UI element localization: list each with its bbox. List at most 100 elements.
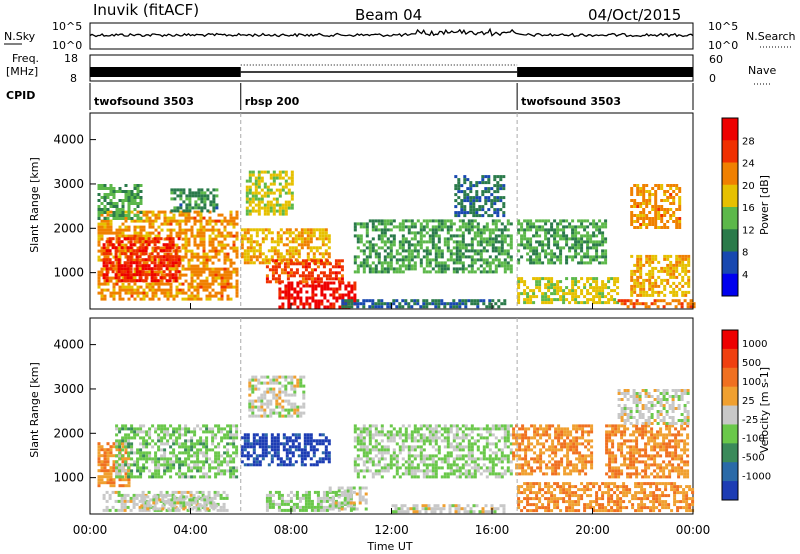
power-cell-1554 [248,179,252,183]
power-cell-2172 [377,258,381,262]
power-cell-1940 [322,274,326,278]
power-cell-36 [100,282,104,286]
power-cell-3359 [636,275,640,279]
velocity-cell-1084 [260,408,264,412]
power-cell-2807 [499,184,503,188]
velocity-cell-245 [148,451,152,455]
power-cell-3169 [568,237,572,241]
power-cell-1879 [286,271,290,275]
velocity-cell-617 [132,502,136,506]
power-cell-2113 [362,225,366,229]
velocity-cell-928 [276,457,280,461]
nave-label: Nave [748,64,776,77]
power-cell-2045 [440,302,444,306]
velocity-cell-223 [142,445,146,449]
nsky-label: N.Sky [4,30,36,43]
power-cell-3523 [630,223,634,226]
power-cell-1717 [287,299,291,303]
power-cell-3448 [666,281,670,285]
power-cell-807 [226,243,230,247]
power-cell-596 [193,222,197,226]
velocity-cell-565 [235,424,239,428]
power-cell-1866 [277,274,281,278]
freq-traces [90,64,693,77]
power-cell-1604 [263,182,267,186]
power-cell-2625 [497,219,501,223]
power-cell-574 [190,225,194,229]
power-cell-102 [112,255,116,259]
power-cell-1269 [194,194,198,198]
power-cell-2992 [607,301,611,305]
power-cell-584 [190,270,194,274]
power-cell-3184 [574,228,578,232]
power-cell-1373 [261,252,265,256]
power-cell-2516 [467,264,471,268]
power-cell-3625 [663,214,667,217]
power-cell-3585 [651,208,655,211]
power-cell-1767 [314,302,318,306]
power-cell-3130 [556,222,560,226]
velocity-cell-1136 [278,402,282,406]
velocity-cell-997 [306,454,310,458]
power-cell-72 [106,246,110,250]
power-cell-1157 [112,205,116,208]
power-cell-893 [108,252,112,256]
power-cell-2712 [463,205,467,209]
power-cell-3536 [636,205,640,208]
power-cell-846 [232,261,236,265]
power-cell-3012 [517,243,521,247]
power-cell-786 [223,228,227,232]
power-cell-148 [118,273,122,277]
power-cell-861 [235,267,239,271]
power-cell-2034 [425,305,429,309]
power-cell-3071 [535,258,539,262]
velocity-cell-623 [138,499,142,503]
power-cell-1255 [185,206,189,210]
power-cell-2197 [383,258,387,262]
velocity-cell-1159 [287,399,291,403]
velocity-cell-1252 [295,496,299,500]
power-cell-108 [112,288,116,292]
power-cell-1130 [103,187,107,190]
power-cell-1256 [185,209,189,213]
velocity-cell-1000 [309,439,313,443]
velocity-cell-690 [186,490,190,494]
power-colorbar-label: Power [dB] [758,175,771,235]
power-cell-2940 [583,283,587,287]
power-cell-1214 [136,187,140,190]
velocity-cell-135 [118,457,122,461]
power-cell-2853 [535,283,539,287]
velocity-cell-31 [103,472,107,476]
power-cell-30 [100,249,104,253]
power-cell-1695 [290,206,294,210]
power-cell-3210 [580,246,584,250]
power-cell-2862 [541,292,545,296]
power-cell-2 [97,222,101,226]
power-cell-3378 [642,278,646,282]
power-cell-609 [193,288,197,292]
power-cell-803 [226,219,230,223]
power-cell-3271 [598,261,602,265]
velocity-cell-1025 [321,451,325,455]
velocity-cell-978 [300,454,304,458]
power-cell-267 [139,219,143,223]
velocity-cell-843 [243,445,247,449]
power-cell-1980 [350,299,354,303]
power-cell-1636 [272,191,276,195]
power-cell-3325 [677,302,681,306]
power-cell-2587 [485,270,489,274]
power-cell-2606 [491,246,495,250]
velocity-cell-872 [255,442,259,446]
power-cell-602 [193,255,197,259]
velocity-cell-22 [100,481,104,485]
power-cell-2791 [493,199,497,203]
power-cell-2817 [502,205,506,209]
power-cell-1868 [277,280,281,284]
velocity-cell-482 [211,442,215,446]
power-cell-637 [199,219,203,223]
power-cell-207 [127,285,131,289]
velocity-cell-325 [169,460,173,464]
power-cell-2017 [401,305,405,309]
power-cell-595 [193,219,197,223]
power-cell-1553 [248,176,252,180]
